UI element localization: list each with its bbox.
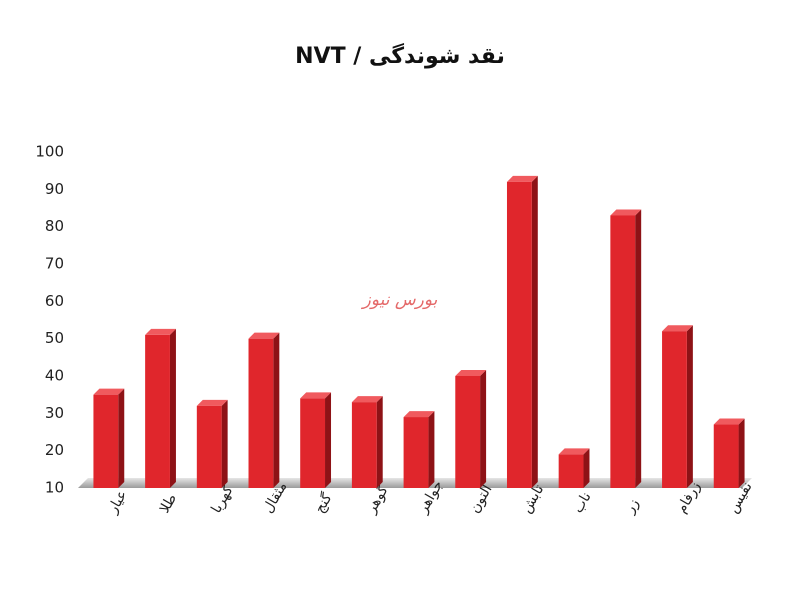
y-tick-label: 80 [45,217,64,235]
bar [300,398,326,488]
bar-side [738,418,745,488]
x-tick-label: گنج [311,490,336,516]
watermark: بورس نیوز [361,290,438,310]
bar [506,181,532,488]
bar-top [145,328,176,335]
y-tick-label: 50 [45,329,64,347]
bar [455,376,481,488]
bar-top [300,392,332,399]
bar-side [583,448,590,488]
y-tick-label: 40 [45,367,64,385]
bar [610,215,636,488]
bar-side [428,411,435,488]
y-tick-label: 70 [45,255,64,273]
bar [403,417,429,488]
bar-side [635,209,642,488]
bar [93,394,119,488]
bar [196,405,222,488]
bar-side [221,399,228,488]
chart-title: نقد شوندگی / NVT [295,42,505,69]
bar-side [169,328,176,488]
bar-side [325,392,332,488]
bar [662,331,687,488]
bar-side [686,325,693,488]
y-tick-label: 30 [45,404,64,422]
bar-top [455,370,487,376]
bar-top [558,448,590,455]
x-tick-label: طلا [157,491,181,516]
y-tick-label: 90 [45,180,64,198]
bar-side [480,370,487,488]
bar-top [351,396,383,403]
bar [558,454,584,488]
bar-top [506,175,538,182]
bar [248,338,274,488]
y-tick-label: 10 [45,479,64,497]
bar-top [403,411,435,418]
bar-side [376,396,383,488]
bar [145,334,170,488]
bar-side [531,175,538,488]
bar-top [248,332,280,339]
bar [351,402,377,488]
y-tick-label: 100 [35,143,64,161]
y-tick-label: 60 [45,292,64,310]
x-tick-label: زر [621,496,642,517]
x-tick-label: ناب [570,490,595,516]
x-tick-label: عیار [104,488,130,517]
bar-top [610,209,642,216]
bar-top [196,399,228,406]
bar-side [118,388,125,488]
bar-top [93,388,125,395]
bar [713,424,739,488]
bar-side [273,332,280,488]
bar-top [662,325,693,332]
bar-top [713,418,745,425]
y-tick-label: 20 [45,441,64,459]
